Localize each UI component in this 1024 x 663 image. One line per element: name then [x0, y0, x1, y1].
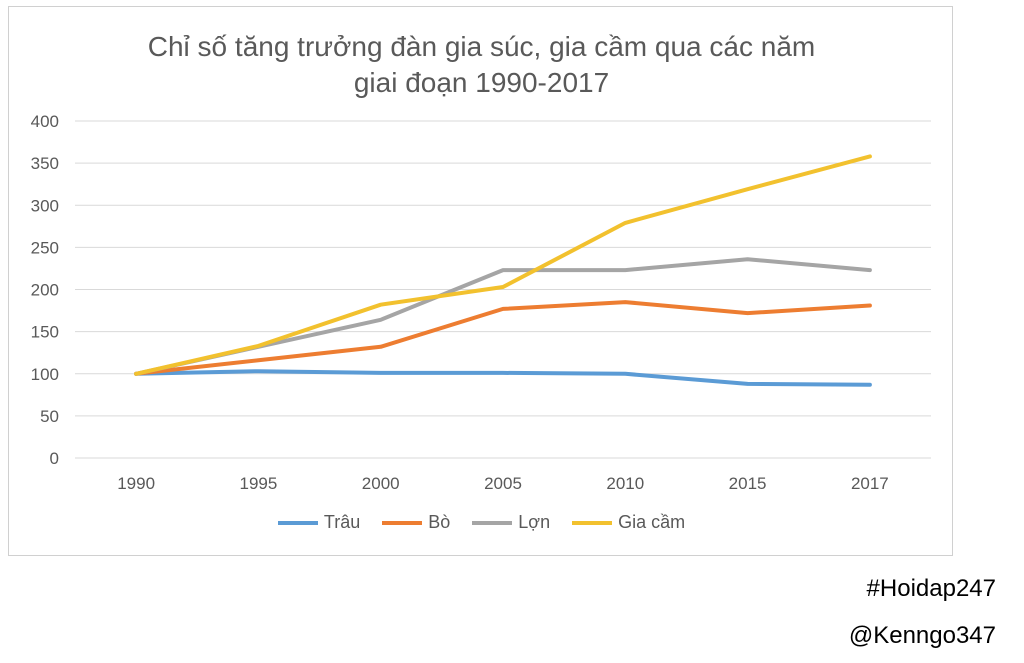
- series-line-4: [134, 154, 872, 376]
- legend-label: Bò: [428, 512, 451, 532]
- legend-swatch: [472, 520, 513, 525]
- legend-item: Lợn: [472, 512, 550, 533]
- x-tick-label: 2005: [484, 474, 522, 493]
- legend-label: Lợn: [518, 512, 551, 532]
- chart-title: Chỉ số tăng trưởng đàn gia súc, gia cầm …: [9, 29, 954, 101]
- line-chart-plot: 0 50 100 150 200 250 300 350 400 1990 1995 2000 2005…: [31, 112, 931, 493]
- legend-label: Gia cầm: [618, 512, 686, 532]
- x-tick-label: 2010: [606, 474, 644, 493]
- chart-title-line-1: Chỉ số tăng trưởng đàn gia súc, gia cầm …: [147, 31, 816, 62]
- chart-legend: Trâu Bò Lợn Gia cầm: [9, 512, 954, 533]
- watermark-handle: @Kenngo347: [848, 622, 996, 649]
- legend-label: Trâu: [323, 512, 361, 532]
- legend-swatch: [277, 520, 318, 525]
- watermark-hashtag: #Hoidap247: [866, 575, 996, 602]
- legend-item: Gia cầm: [572, 512, 685, 533]
- y-tick-label: 350: [31, 154, 59, 173]
- x-tick-label: 2000: [362, 474, 400, 493]
- series-line-2: [134, 300, 872, 376]
- y-tick-label: 300: [31, 196, 59, 215]
- legend-item: Trâu: [277, 512, 361, 533]
- x-tick-label: 1995: [240, 474, 278, 493]
- y-tick-label: 400: [31, 112, 59, 131]
- chart-title-line-2: giai đoạn 1990-2017: [353, 67, 610, 98]
- y-tick-label: 0: [50, 449, 59, 468]
- chart-frame: Chỉ số tăng trưởng đàn gia súc, gia cầm …: [8, 6, 953, 556]
- series-line-3: [134, 257, 872, 376]
- y-tick-label: 200: [31, 281, 59, 300]
- series-line-1: [134, 369, 872, 387]
- legend-item: Bò: [382, 512, 450, 533]
- legend-swatch: [382, 520, 423, 525]
- y-tick-label: 250: [31, 238, 59, 257]
- y-tick-label: 50: [40, 407, 59, 426]
- x-tick-label: 1990: [117, 474, 155, 493]
- x-tick-label: 2017: [851, 474, 889, 493]
- legend-swatch: [572, 520, 613, 525]
- y-tick-label: 150: [31, 323, 59, 342]
- x-tick-label: 2015: [729, 474, 767, 493]
- y-tick-label: 100: [31, 365, 59, 384]
